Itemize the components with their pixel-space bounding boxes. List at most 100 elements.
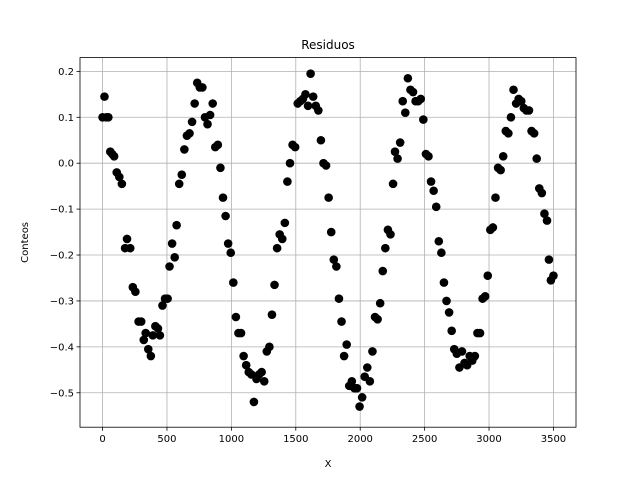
data-point	[544, 255, 554, 264]
data-point	[424, 152, 433, 161]
data-point	[332, 262, 341, 271]
data-point	[529, 129, 539, 138]
y-tick-label: −0.2	[50, 251, 74, 262]
data-point	[365, 376, 375, 386]
y-tick-label: −0.4	[50, 342, 74, 353]
data-point	[498, 152, 508, 161]
x-tick-label: 1000	[219, 434, 244, 445]
data-point	[153, 324, 163, 333]
data-point	[148, 331, 158, 340]
data-point	[329, 255, 339, 264]
y-tick-label: −0.1	[50, 205, 74, 216]
x-tick-label: 3500	[541, 434, 566, 445]
data-point	[326, 227, 336, 237]
data-point	[306, 69, 315, 78]
data-point	[480, 292, 490, 301]
data-point	[416, 94, 426, 104]
data-point	[439, 278, 449, 287]
data-point	[174, 179, 184, 189]
data-point	[198, 83, 207, 92]
data-point	[213, 140, 223, 150]
data-point	[236, 328, 246, 338]
data-point	[218, 193, 228, 202]
data-point	[122, 234, 132, 244]
data-points	[98, 69, 558, 411]
data-point	[403, 73, 413, 83]
data-point	[265, 342, 274, 352]
y-tick-label: 0.2	[58, 67, 74, 78]
data-point	[223, 239, 233, 248]
data-point	[146, 351, 156, 361]
data-point	[187, 117, 197, 127]
data-point	[283, 177, 292, 186]
data-point	[532, 154, 542, 163]
chart-title: Residuos	[301, 38, 355, 52]
y-tick-label: −0.5	[50, 388, 74, 399]
data-point	[324, 193, 333, 202]
data-point	[506, 112, 516, 122]
data-point	[347, 376, 357, 386]
data-point	[457, 347, 467, 356]
data-point	[516, 96, 526, 106]
data-point	[362, 363, 372, 372]
data-point	[388, 179, 398, 189]
data-point	[267, 310, 277, 320]
data-point	[444, 308, 454, 317]
x-tick-label: 0	[99, 434, 105, 445]
data-point	[114, 172, 124, 182]
data-point	[355, 402, 364, 411]
data-point	[109, 152, 119, 161]
data-point	[205, 110, 215, 120]
data-point	[290, 142, 300, 152]
x-tick-label: 3000	[476, 434, 501, 445]
data-point	[540, 209, 549, 219]
data-point	[434, 236, 444, 246]
data-point	[257, 367, 266, 377]
data-point	[398, 96, 408, 106]
data-point	[203, 119, 212, 129]
y-tick-label: 0.0	[58, 159, 74, 170]
data-point	[177, 170, 187, 179]
data-point	[504, 129, 513, 138]
data-point	[316, 135, 326, 145]
data-point	[419, 115, 428, 124]
data-point	[165, 262, 174, 271]
data-point	[524, 106, 534, 115]
data-point	[143, 344, 153, 354]
data-point	[488, 223, 498, 232]
data-point	[537, 188, 547, 198]
data-point	[270, 280, 279, 290]
data-point	[542, 216, 552, 225]
data-point	[221, 211, 230, 221]
data-point	[163, 294, 172, 303]
data-point	[442, 296, 451, 306]
data-point	[339, 351, 349, 361]
data-point	[352, 383, 362, 393]
y-tick-label: −0.3	[50, 296, 74, 307]
data-point	[303, 101, 313, 111]
data-point	[104, 112, 113, 122]
data-point	[170, 253, 179, 262]
data-point	[400, 108, 410, 117]
data-point	[277, 234, 287, 244]
data-point	[158, 301, 167, 310]
data-point	[378, 266, 388, 276]
data-point	[381, 243, 390, 253]
data-point	[491, 193, 500, 202]
data-point	[280, 218, 290, 228]
data-point	[429, 186, 438, 196]
data-point	[239, 351, 248, 361]
data-point	[308, 92, 318, 101]
data-point	[185, 129, 194, 138]
x-tick-label: 2000	[347, 434, 372, 445]
data-point	[395, 138, 405, 147]
data-point	[208, 99, 217, 108]
x-tick-label: 2500	[412, 434, 437, 445]
data-point	[483, 271, 493, 280]
data-point	[301, 90, 310, 99]
data-point	[155, 331, 165, 340]
data-point	[139, 335, 149, 345]
data-point	[386, 230, 395, 239]
